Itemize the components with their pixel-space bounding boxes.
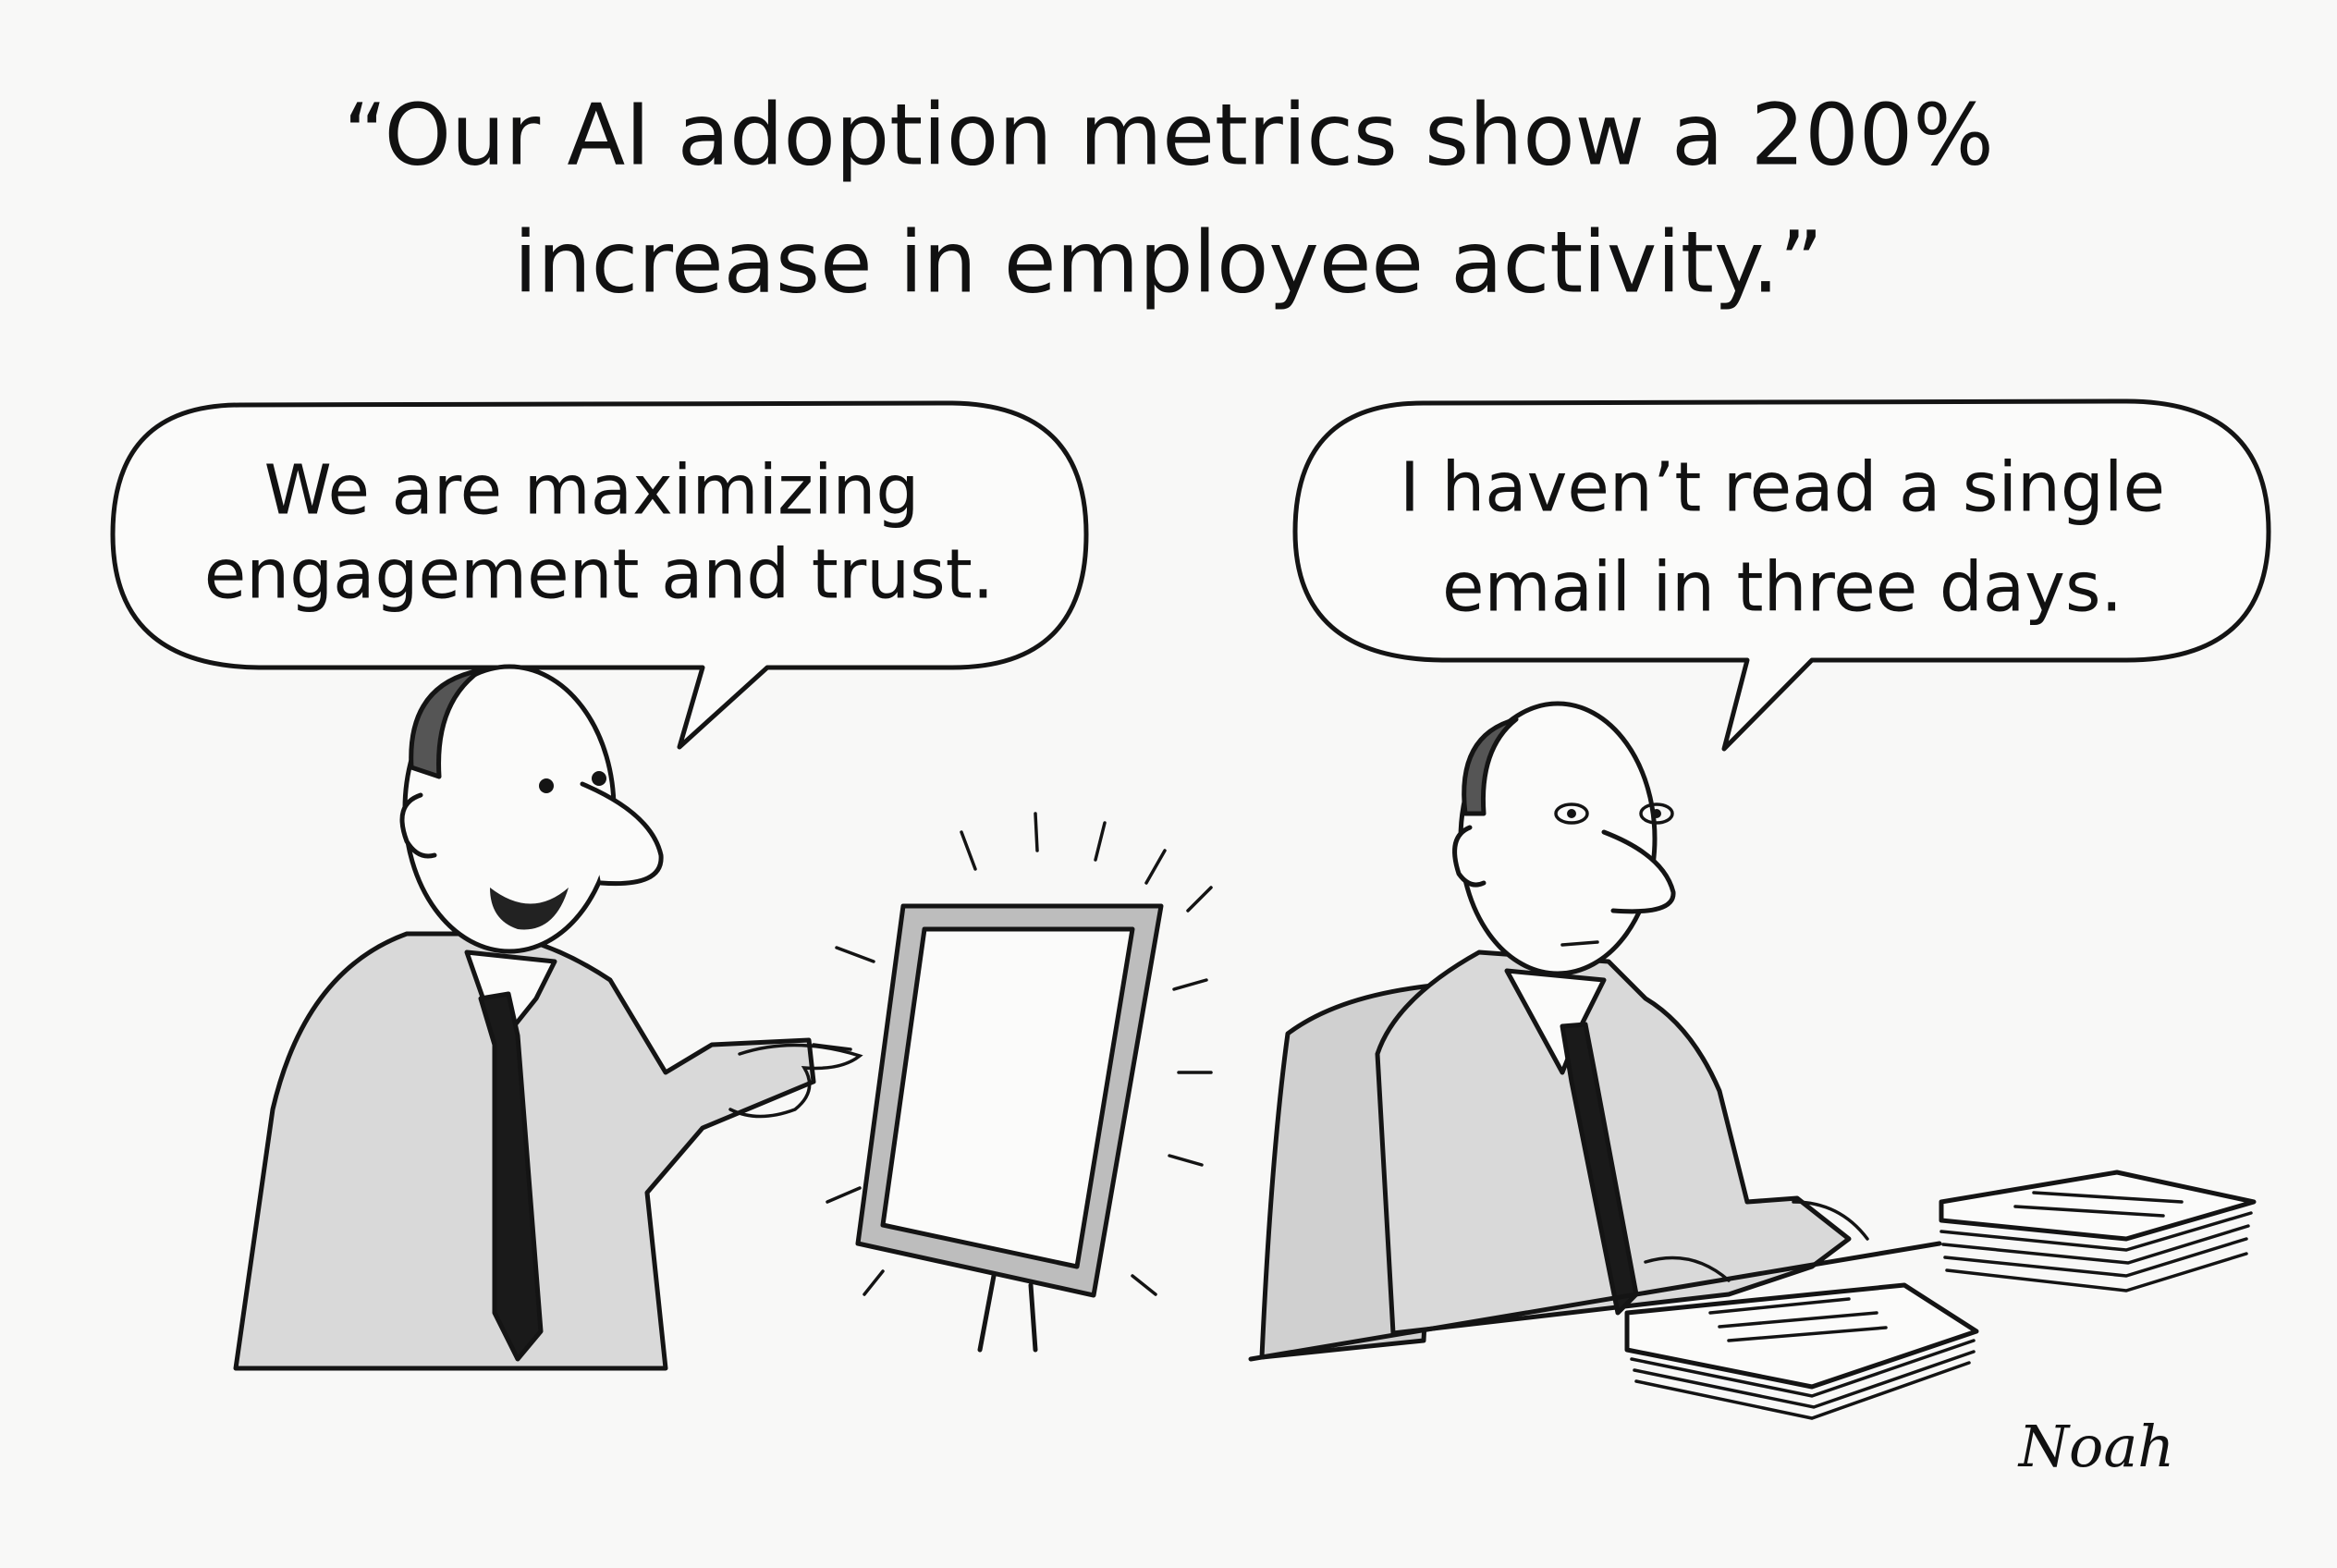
signature: Noah	[2017, 1413, 2174, 1480]
eye	[1567, 809, 1576, 818]
left-man	[233, 664, 863, 1371]
drawing-stroke	[977, 1273, 1038, 1353]
drawing-stroke	[1452, 825, 1487, 888]
drawing-stroke	[580, 781, 664, 887]
speech-line: email in three days.	[1442, 548, 2123, 628]
drawing-stroke	[1462, 717, 1519, 816]
drawing-stroke	[1375, 949, 1852, 1336]
speech-line: I haven’t read a single	[1400, 448, 2165, 528]
drawing-stroke	[1292, 398, 2271, 752]
drawing-stroke	[1248, 1241, 1942, 1362]
drawing-stroke	[110, 400, 1089, 750]
drawing-stroke	[812, 812, 1213, 1296]
speech-line: We are maximizing	[264, 451, 920, 531]
drawing-stroke	[478, 991, 544, 1362]
drawing-stroke	[1939, 1191, 2253, 1292]
drawing-stroke	[1601, 829, 1676, 914]
speech-line: engagement and trust.	[204, 535, 994, 615]
drawing-stroke	[1560, 940, 1599, 947]
drawing-stroke	[1554, 802, 1589, 825]
mouth	[490, 888, 569, 930]
drawing-stroke	[1939, 1170, 2257, 1242]
drawing-stroke	[409, 668, 483, 779]
caption-line: increase in employee activity.”	[514, 213, 1823, 312]
eye	[592, 771, 606, 786]
eye	[539, 778, 554, 793]
left-speech-bubble: We are maximizing engagement and trust.	[110, 400, 1089, 750]
caption-line: “Our AI adoption metrics show a 200%	[343, 85, 1994, 184]
eye	[1652, 809, 1661, 818]
drawing-stroke	[880, 926, 1135, 1269]
monitor	[812, 812, 1213, 1353]
drawing-stroke	[728, 1043, 863, 1119]
drawing-stroke	[1639, 802, 1674, 825]
right-man	[1259, 701, 1869, 1360]
desk-and-papers	[1248, 1170, 2257, 1420]
drawing-stroke	[1630, 1297, 1976, 1420]
drawing-stroke	[399, 792, 437, 859]
right-speech-bubble: I haven’t read a single email in three d…	[1292, 398, 2271, 752]
drawing-stroke	[1644, 1200, 1869, 1282]
